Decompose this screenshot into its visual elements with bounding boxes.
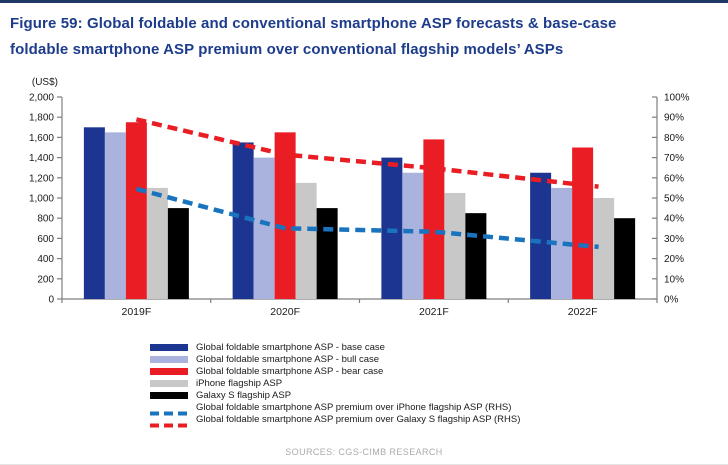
bar-iphone-flagship-2020F xyxy=(295,182,317,299)
bar-bear-case-2021F xyxy=(423,139,445,299)
line-premium-over-iphone xyxy=(135,186,599,250)
bar-bear-case-2020F xyxy=(274,132,296,299)
legend-swatch-bull-case xyxy=(150,356,188,363)
bar-galaxy-s-flagship-2019F xyxy=(167,208,189,299)
bar-bear-case-2019F xyxy=(125,122,147,299)
left-axis-tick-label: 1,200 xyxy=(29,173,54,184)
bars xyxy=(83,122,636,299)
legend-label-bear-case: Global foldable smartphone ASP - bear ca… xyxy=(196,366,384,377)
bar-bull-case-2019F xyxy=(104,132,126,299)
axes: (US$) 0 200 400 600 800 1,000 1,200 1,400 1,600 1,… xyxy=(29,77,690,318)
legend-item-base-case: Global foldable smartphone ASP - base ca… xyxy=(150,342,520,353)
bar-base-case-2019F xyxy=(83,127,105,299)
figure-title: Figure 59: Global foldable and conventio… xyxy=(10,11,720,63)
legend-label-galaxy-s-flagship: Galaxy S flagship ASP xyxy=(196,390,292,401)
left-axis-tick-label: 2,000 xyxy=(29,93,54,104)
bar-base-case-2022F xyxy=(530,172,552,299)
right-axis-tick-label: 70% xyxy=(664,153,684,164)
legend-label-premium-over-iphone: Global foldable smartphone ASP premium o… xyxy=(196,402,512,413)
bar-bull-case-2022F xyxy=(551,187,573,299)
legend-swatch-premium-over-iphone xyxy=(150,404,188,416)
bar-base-case-2020F xyxy=(232,142,254,299)
left-axis-unit-label: (US$) xyxy=(32,77,58,88)
legend-item-bear-case: Global foldable smartphone ASP - bear ca… xyxy=(150,366,520,377)
left-axis-tick-label: 200 xyxy=(37,274,54,285)
left-axis-tick-label: 800 xyxy=(37,214,54,225)
bar-bull-case-2020F xyxy=(253,157,275,299)
premium-lines xyxy=(135,117,599,250)
legend-swatch-premium-over-galaxy xyxy=(150,416,188,428)
left-axis-tick-label: 1,600 xyxy=(29,133,54,144)
right-axis-tick-label: 10% xyxy=(664,274,684,285)
bar-iphone-flagship-2019F xyxy=(146,187,168,299)
bar-base-case-2021F xyxy=(381,157,403,299)
x-axis-category-label: 2020F xyxy=(270,306,300,318)
bar-galaxy-s-flagship-2020F xyxy=(316,208,338,299)
legend-item-bull-case: Global foldable smartphone ASP - bull ca… xyxy=(150,354,520,365)
bar-bear-case-2022F xyxy=(572,147,594,299)
right-axis-tick-label: 60% xyxy=(664,173,684,184)
chart-canvas: (US$) 0 200 400 600 800 1,000 1,200 1,400 1,600 1,… xyxy=(29,77,690,318)
x-axis-category-label: 2021F xyxy=(419,306,449,318)
legend-item-premium-over-iphone: Global foldable smartphone ASP premium o… xyxy=(150,402,520,416)
right-axis-tick-label: 20% xyxy=(664,254,684,265)
legend-label-bull-case: Global foldable smartphone ASP - bull ca… xyxy=(196,354,380,365)
left-axis-tick-label: 1,800 xyxy=(29,113,54,124)
figure-title-line2: foldable smartphone ASP premium over con… xyxy=(10,41,564,58)
legend-label-iphone-flagship: iPhone flagship ASP xyxy=(196,378,283,389)
right-axis-tick-label: 50% xyxy=(664,194,684,205)
asp-forecast-chart: (US$) 0 200 400 600 800 1,000 1,200 1,400 1,600 1,… xyxy=(0,75,728,327)
legend-item-premium-over-galaxy: Global foldable smartphone ASP premium o… xyxy=(150,414,521,428)
figure-title-line1: Figure 59: Global foldable and conventio… xyxy=(10,15,617,32)
left-axis-tick-label: 400 xyxy=(37,254,54,265)
bar-bull-case-2021F xyxy=(402,172,424,299)
right-axis-tick-label: 80% xyxy=(664,133,684,144)
left-axis-tick-label: 1,000 xyxy=(29,194,54,205)
right-axis-tick-label: 100% xyxy=(664,93,690,104)
left-axis-tick-label: 600 xyxy=(37,234,54,245)
bar-galaxy-s-flagship-2022F xyxy=(614,218,636,299)
legend-swatch-bear-case xyxy=(150,368,188,375)
legend-item-galaxy-s-flagship: Galaxy S flagship ASP xyxy=(150,390,520,401)
legend-label-premium-over-galaxy: Global foldable smartphone ASP premium o… xyxy=(196,414,521,425)
legend-swatch-galaxy-s-flagship xyxy=(150,392,188,399)
x-axis-category-label: 2019F xyxy=(121,306,151,318)
right-axis-tick-label: 40% xyxy=(664,214,684,225)
source-note: SOURCES: CGS-CIMB RESEARCH xyxy=(285,447,443,457)
legend-label-base-case: Global foldable smartphone ASP - base ca… xyxy=(196,342,385,353)
legend-item-iphone-flagship: iPhone flagship ASP xyxy=(150,378,520,389)
bar-iphone-flagship-2021F xyxy=(444,192,466,299)
chart-legend: Global foldable smartphone ASP - base ca… xyxy=(150,342,521,428)
bar-galaxy-s-flagship-2021F xyxy=(465,213,487,299)
bar-iphone-flagship-2022F xyxy=(593,198,615,299)
right-axis-tick-label: 30% xyxy=(664,234,684,245)
x-axis-category-label: 2022F xyxy=(568,306,598,318)
left-axis-tick-label: 0 xyxy=(48,295,54,306)
right-axis-tick-label: 0% xyxy=(664,295,679,306)
right-axis-tick-label: 90% xyxy=(664,113,684,124)
legend-swatch-base-case xyxy=(150,344,188,351)
line-premium-over-galaxy xyxy=(135,117,599,189)
left-axis-tick-label: 1,400 xyxy=(29,153,54,164)
legend-swatch-iphone-flagship xyxy=(150,380,188,387)
